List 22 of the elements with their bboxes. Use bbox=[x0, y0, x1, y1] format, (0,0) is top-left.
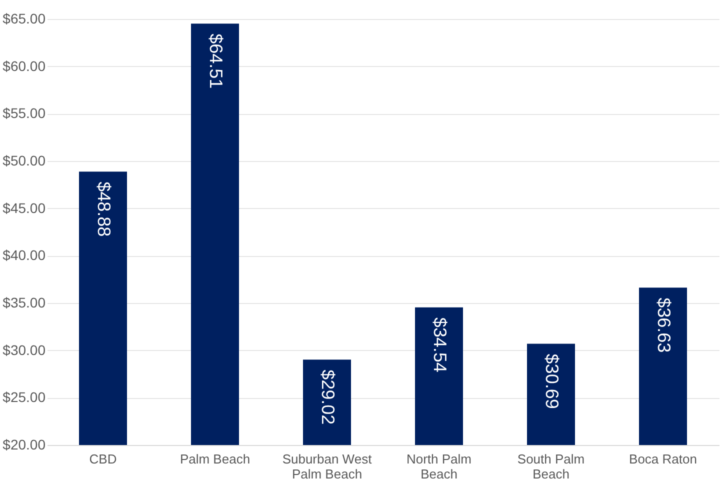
data-label: $34.54 bbox=[430, 317, 450, 372]
y-tick-label: $60.00 bbox=[2, 58, 46, 74]
data-label: $36.63 bbox=[654, 298, 674, 353]
y-tick-label: $40.00 bbox=[2, 247, 46, 264]
y-tick-label: $20.00 bbox=[2, 436, 46, 452]
y-tick-label: $25.00 bbox=[2, 389, 46, 406]
data-label: $30.69 bbox=[542, 354, 562, 409]
data-label: $29.02 bbox=[318, 370, 338, 425]
data-label: $64.51 bbox=[206, 34, 226, 89]
y-tick-label: $45.00 bbox=[2, 200, 46, 216]
y-tick-label: $30.00 bbox=[2, 342, 46, 358]
x-tick-label: Boca Raton bbox=[629, 452, 697, 466]
x-tick-label: CBD bbox=[89, 452, 117, 466]
x-tick-label: Suburban West Palm Beach bbox=[282, 452, 372, 482]
data-label: $48.88 bbox=[94, 182, 114, 237]
y-tick-label: $50.00 bbox=[2, 152, 46, 168]
y-tick-label: $55.00 bbox=[2, 105, 46, 122]
x-tick-label: North Palm Beach bbox=[406, 452, 472, 482]
x-tick-label: Palm Beach bbox=[180, 452, 250, 466]
y-tick-label: $65.00 bbox=[2, 10, 46, 26]
x-tick-label: South Palm Beach bbox=[517, 452, 585, 482]
y-tick-label: $35.00 bbox=[2, 294, 46, 310]
